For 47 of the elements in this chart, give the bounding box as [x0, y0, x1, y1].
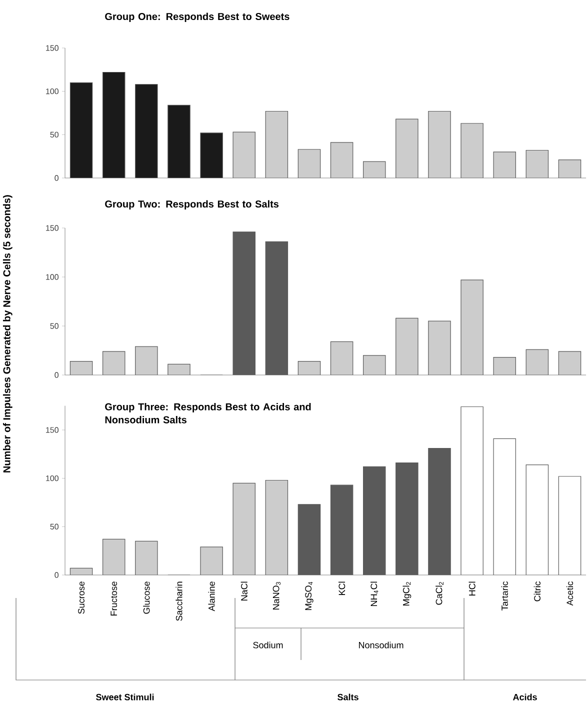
y-tick-label: 150: [46, 225, 59, 231]
y-tick-label: 0: [54, 175, 59, 181]
y-tick-label: 150: [46, 45, 59, 51]
x-tick-label: Acetic: [566, 581, 574, 606]
x-tick-label: NaNO$_{3}$: [272, 582, 281, 610]
bar: [200, 132, 223, 178]
bar: [460, 280, 484, 375]
bar: [460, 406, 484, 575]
x-tick-label: Tartaric: [501, 581, 508, 610]
text: Salts: [338, 694, 358, 700]
y-tick-label: 0: [54, 372, 59, 378]
x-tick-label: Sucrose: [78, 582, 84, 614]
text: Sweet Stimuli: [96, 694, 154, 700]
y-tick-label: 0: [54, 572, 59, 578]
x-tick-label: HCl: [468, 582, 476, 596]
y-tick-label: 50: [50, 323, 59, 329]
x-tick-label: Citric: [534, 581, 540, 602]
y-tick-label: 50: [50, 524, 59, 530]
text: Nonsodium: [358, 642, 404, 648]
y-tick-label: 100: [46, 274, 59, 280]
y-tick-label: 150: [46, 427, 59, 433]
text: Sodium: [253, 642, 283, 648]
bar: [493, 357, 516, 375]
text: Acids: [512, 694, 537, 700]
x-tick-label: MgSO$_{4}$: [305, 582, 314, 610]
x-tick-label: CaCl$_{2}$: [436, 582, 444, 605]
x-tick-label: Glucose: [143, 582, 150, 614]
bar: [460, 123, 484, 178]
y-tick-label: 100: [46, 475, 59, 482]
y-axis-title: Number of Impulses Generated by Nerve Cells (5 seconds): [2, 195, 12, 472]
bar: [135, 346, 158, 375]
chart-title: Group Two: Responds Best to Salts: [105, 200, 279, 210]
x-tick-label: Alanine: [208, 582, 215, 612]
chart-title: Group Three: Responds Best to Acids and Nonsodium Salts: [105, 403, 311, 424]
x-tick-label: MgCl$_{2}$: [402, 582, 412, 606]
x-tick-label: NaCl: [240, 582, 248, 600]
bar: [493, 152, 516, 178]
chart-title: Group One: Responds Best to Sweets: [105, 12, 290, 22]
x-tick-label: NH$_{4}$Cl: [370, 582, 378, 606]
bar: [135, 84, 158, 178]
y-tick-label: 50: [50, 132, 59, 138]
bar: [200, 546, 223, 575]
x-tick-label: Fructose: [110, 582, 118, 616]
y-tick-label: 100: [46, 88, 59, 94]
bar: [493, 438, 516, 575]
x-tick-label: KCl: [338, 582, 346, 595]
x-tick-label: Saccharin: [176, 582, 182, 621]
